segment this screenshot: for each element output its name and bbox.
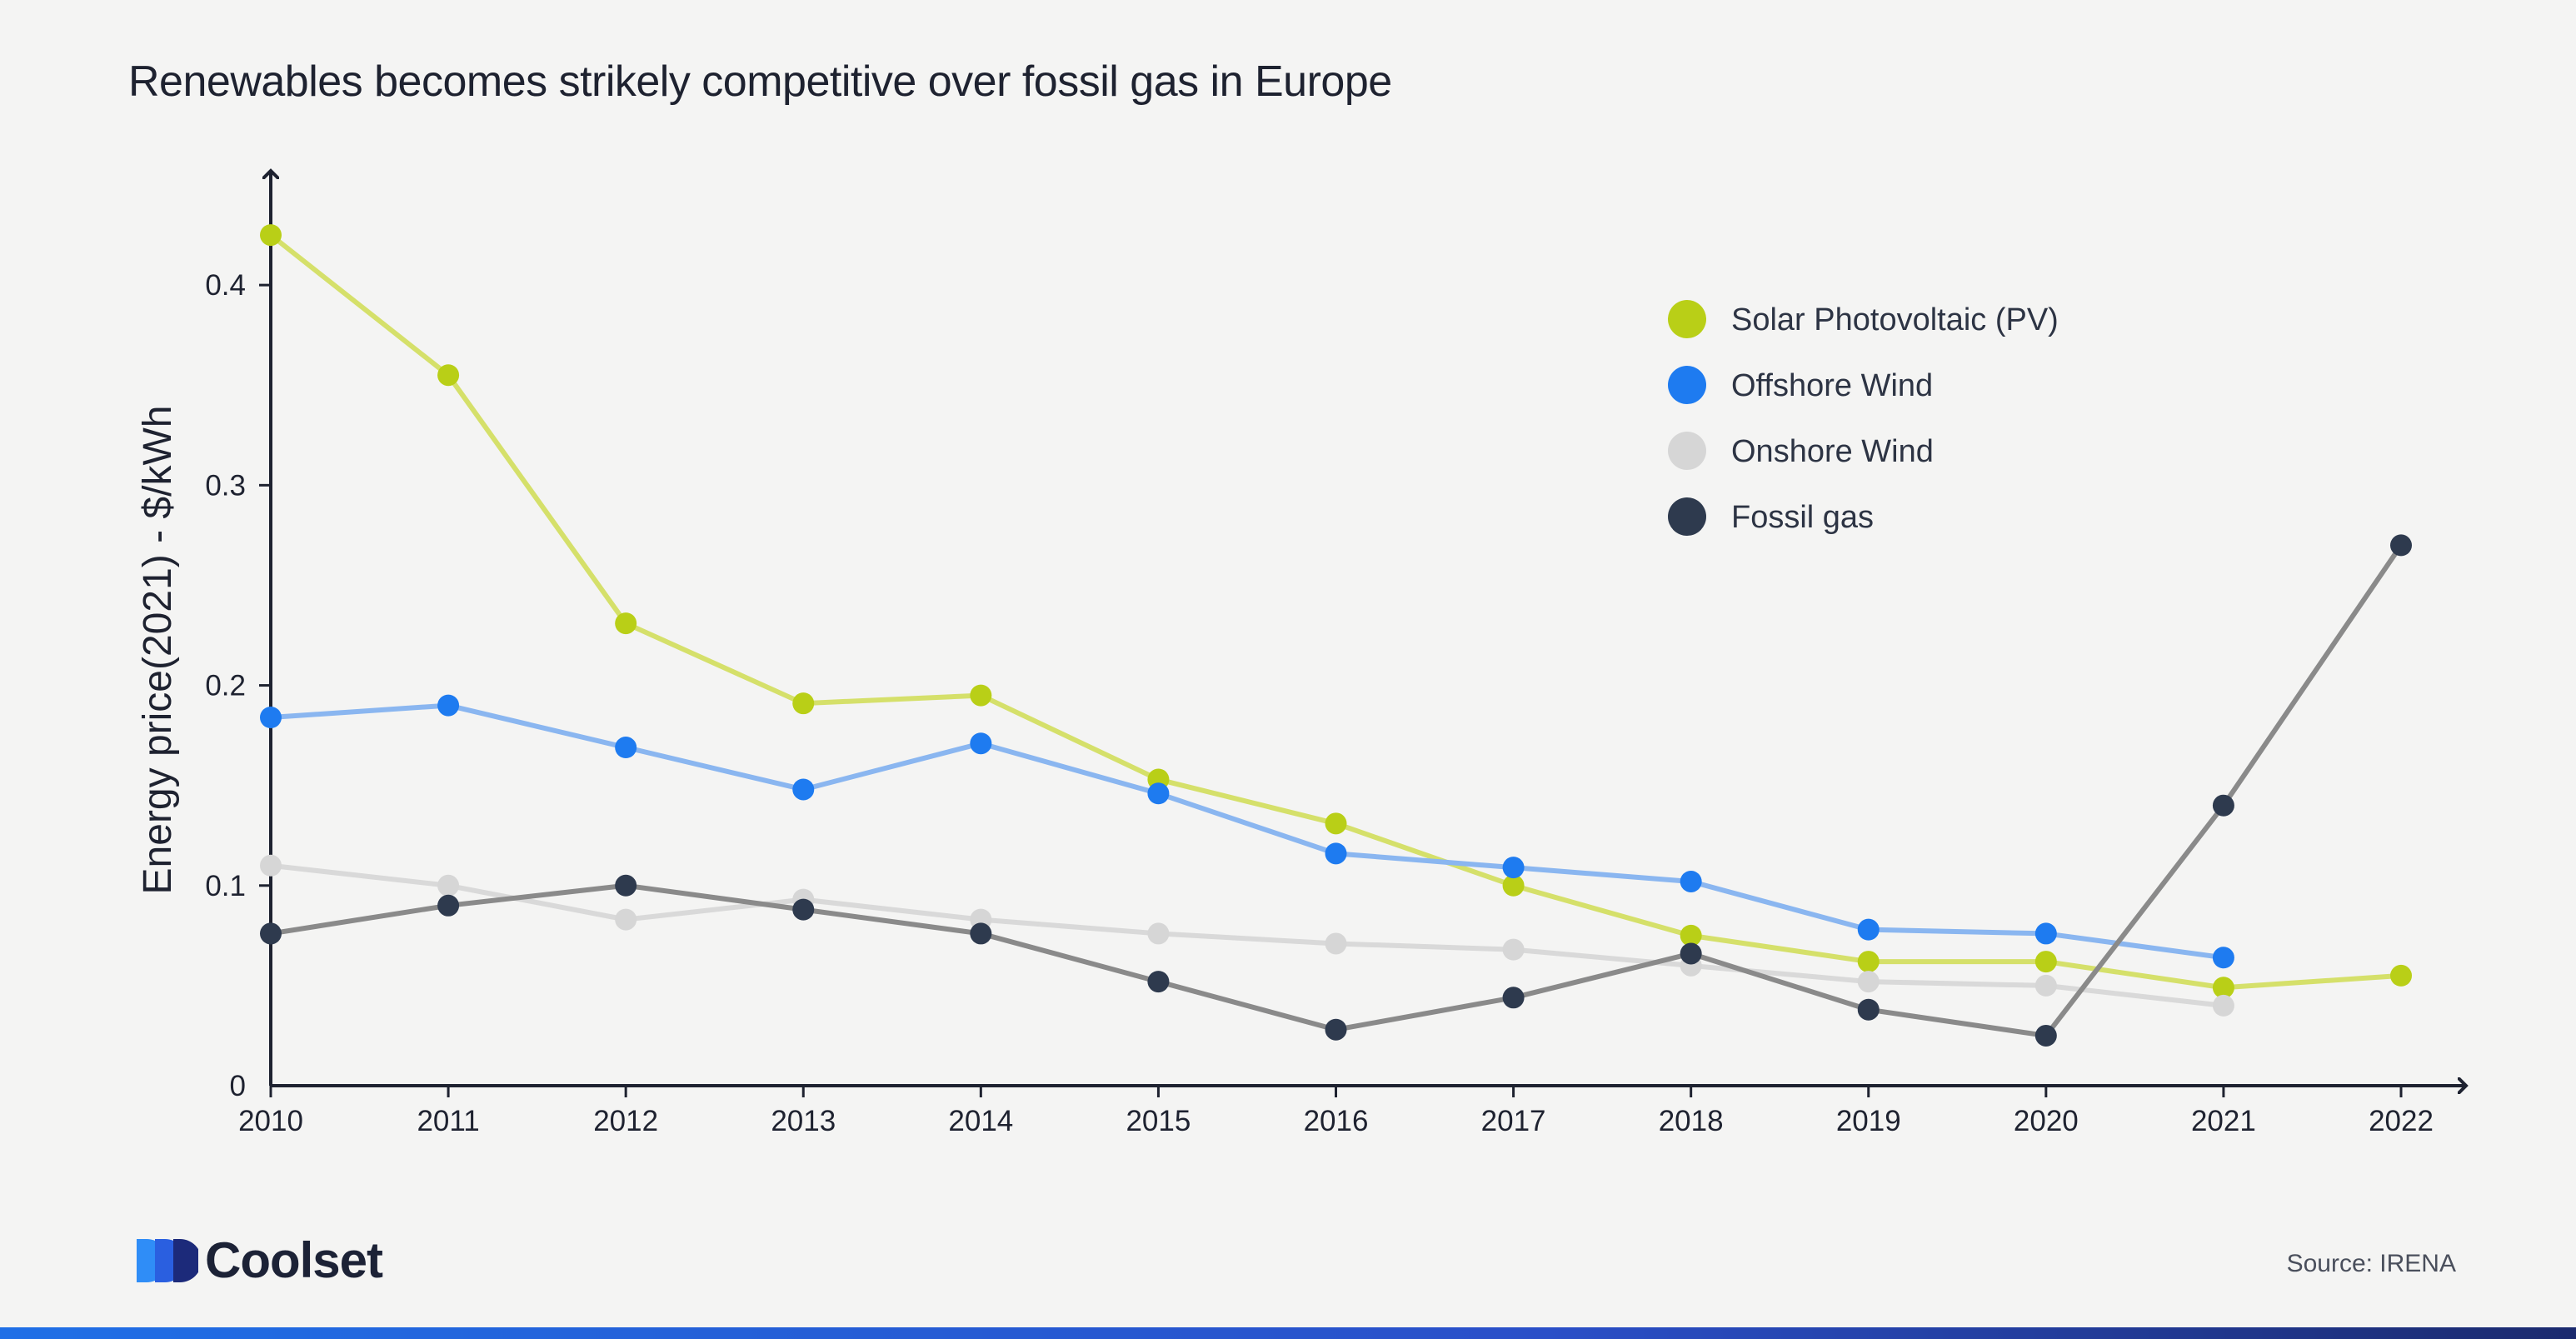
y-tick-label: 0.1 — [205, 870, 246, 902]
x-tick-label: 2021 — [2191, 1105, 2256, 1137]
data-point-3-0 — [260, 922, 282, 945]
x-tick-label: 2016 — [1304, 1105, 1369, 1137]
chart-legend: Solar Photovoltaic (PV) Offshore Wind Onsh… — [1668, 300, 2059, 536]
data-point-2-9 — [1857, 971, 1880, 993]
x-tick-label: 2019 — [1836, 1105, 1901, 1137]
x-tick-label: 2012 — [593, 1105, 658, 1137]
series-line-0 — [269, 232, 2402, 991]
y-axis-ticks: 0 0.1 0.2 0.3 0.4 — [205, 269, 271, 1102]
data-point-0-7 — [1502, 874, 1525, 897]
data-point-1-10 — [2034, 922, 2057, 945]
data-point-1-1 — [437, 694, 460, 717]
legend-marker-1 — [1668, 366, 1706, 404]
data-point-1-0 — [260, 707, 282, 728]
x-tick-label: 2015 — [1126, 1105, 1191, 1137]
data-point-0-10 — [2034, 951, 2057, 973]
data-point-1-11 — [2212, 947, 2234, 969]
data-point-2-5 — [1147, 922, 1170, 945]
series-line-3 — [270, 543, 2404, 1038]
data-point-3-6 — [1325, 1018, 1347, 1041]
series-line-1 — [270, 702, 2224, 961]
source-note: Source: IRENA — [2286, 1250, 2456, 1277]
data-point-2-1 — [437, 874, 460, 897]
data-point-3-10 — [2034, 1024, 2057, 1047]
data-point-1-6 — [1325, 842, 1347, 865]
x-tick-label: 2020 — [2014, 1105, 2079, 1137]
data-point-3-11 — [2212, 794, 2234, 817]
data-point-0-9 — [1857, 951, 1880, 973]
legend-label-0: Solar Photovoltaic (PV) — [1731, 302, 2059, 337]
legend-marker-0 — [1668, 300, 1706, 338]
legend-marker-2 — [1668, 432, 1706, 470]
x-tick-label: 2010 — [238, 1105, 303, 1137]
x-axis-ticks: 2010 2011 2012 2013 2014 2015 2016 2017 2018 2019… — [238, 1086, 2434, 1137]
chart-title: Renewables becomes strikely competitive … — [128, 57, 1392, 106]
x-tick-label: 2013 — [771, 1105, 836, 1137]
coolset-logo-icon — [137, 1238, 198, 1282]
data-point-2-10 — [2034, 974, 2057, 997]
data-point-3-7 — [1502, 987, 1525, 1009]
series-line-2 — [270, 862, 2224, 1008]
data-point-0-1 — [437, 364, 460, 387]
data-point-2-0 — [260, 854, 282, 877]
legend-label-2: Onshore Wind — [1731, 434, 1934, 469]
data-point-1-8 — [1680, 870, 1702, 892]
data-point-2-2 — [615, 908, 637, 931]
data-point-2-7 — [1502, 938, 1525, 961]
data-point-3-8 — [1680, 942, 1702, 965]
y-tick-label: 0.3 — [205, 469, 246, 502]
series-lines — [269, 232, 2404, 1038]
brand-name: Coolset — [205, 1232, 383, 1288]
data-point-3-9 — [1857, 998, 1880, 1021]
data-point-1-3 — [792, 778, 815, 801]
data-point-0-0 — [260, 224, 282, 247]
data-point-3-5 — [1147, 971, 1170, 993]
data-point-0-8 — [1680, 924, 1702, 947]
chart-axes — [271, 171, 2466, 1086]
data-point-0-6 — [1325, 812, 1347, 835]
data-point-2-6 — [1325, 932, 1347, 955]
data-point-1-2 — [615, 737, 637, 759]
data-point-0-12 — [2390, 964, 2412, 987]
x-tick-label: 2011 — [417, 1105, 479, 1137]
brand-logo: Coolset — [133, 1232, 383, 1289]
data-point-1-7 — [1502, 857, 1525, 879]
x-tick-label: 2022 — [2369, 1105, 2434, 1137]
data-point-3-2 — [615, 874, 637, 897]
data-point-0-3 — [792, 692, 815, 715]
data-point-3-12 — [2390, 534, 2412, 557]
x-tick-label: 2018 — [1659, 1105, 1724, 1137]
y-tick-label: 0 — [230, 1070, 246, 1102]
data-point-3-4 — [970, 922, 992, 945]
data-point-1-5 — [1147, 782, 1170, 805]
x-tick-label: 2017 — [1481, 1105, 1546, 1137]
data-point-0-11 — [2212, 977, 2234, 999]
data-point-0-2 — [615, 612, 637, 635]
data-point-2-11 — [2212, 994, 2234, 1017]
y-axis-label: Energy price(2021) - $/kWh — [136, 406, 180, 895]
y-tick-label: 0.4 — [205, 269, 246, 302]
y-tick-label: 0.2 — [205, 670, 246, 702]
data-point-0-4 — [970, 684, 992, 707]
x-tick-label: 2014 — [948, 1105, 1013, 1137]
series-points — [260, 224, 2412, 1047]
bottom-accent-bar — [0, 1327, 2576, 1339]
data-point-1-4 — [970, 732, 992, 755]
legend-label-3: Fossil gas — [1731, 500, 1874, 535]
data-point-3-1 — [437, 894, 460, 917]
data-point-1-9 — [1857, 918, 1880, 941]
legend-label-1: Offshore Wind — [1731, 368, 1933, 403]
data-point-3-3 — [792, 898, 815, 921]
legend-marker-3 — [1668, 497, 1706, 536]
